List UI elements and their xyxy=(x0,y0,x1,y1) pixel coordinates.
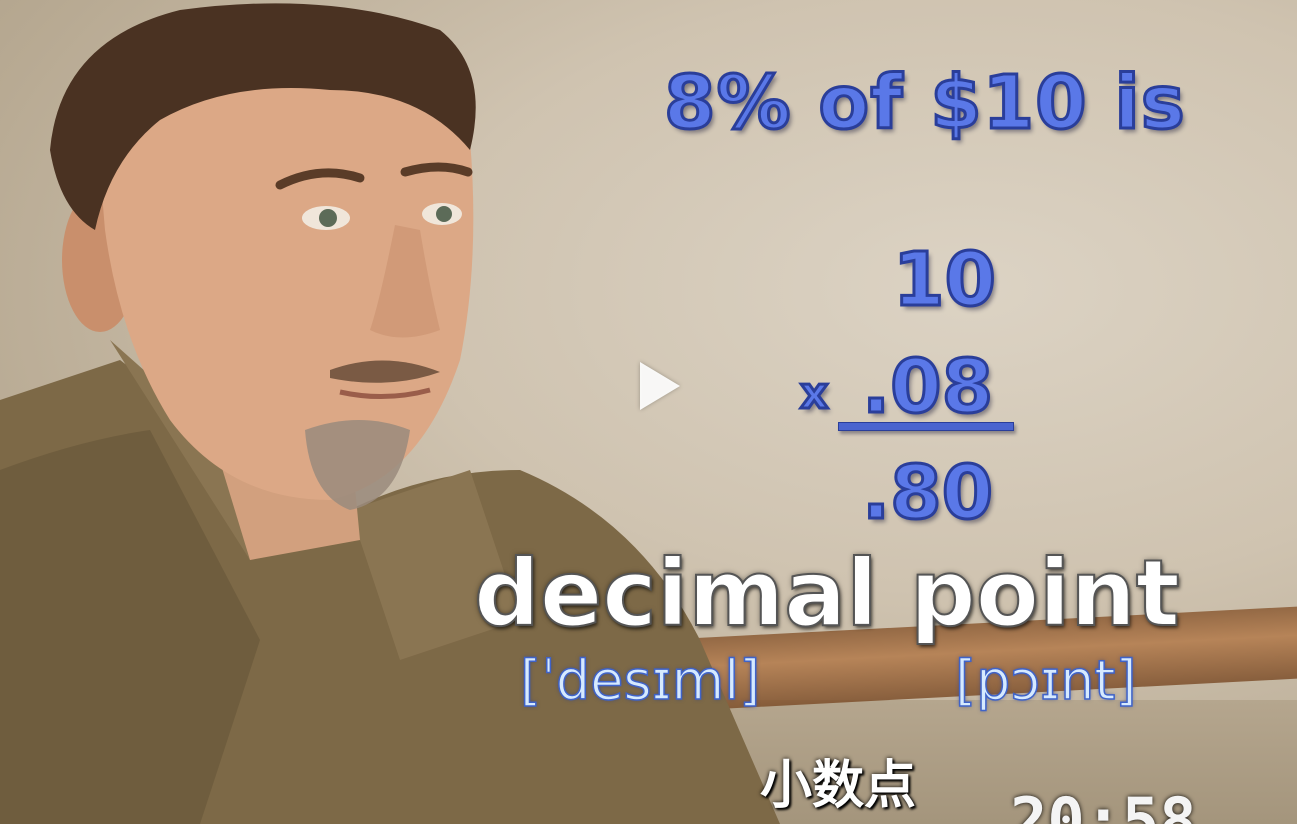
shirt-shading xyxy=(0,430,260,824)
eyebrow-right xyxy=(400,162,473,177)
iris-left xyxy=(319,209,337,227)
collar-right xyxy=(350,470,520,660)
vocab-word: decimal point xyxy=(473,540,1181,647)
multiplier: .08 xyxy=(860,344,994,430)
mouth xyxy=(339,387,431,399)
multiply-operator: x xyxy=(798,368,829,419)
equation-title: 8% of $10 is xyxy=(663,59,1187,148)
goatee xyxy=(305,420,410,510)
timecode: 20:58 xyxy=(1010,784,1197,824)
chinese-translation: 小数点 xyxy=(760,756,917,816)
equation-underline xyxy=(838,422,1014,431)
nose xyxy=(370,225,440,338)
phonetic-point: [pɔɪnt] xyxy=(954,649,1137,712)
phonetic-decimal: [ˈdesɪml] xyxy=(519,649,761,712)
eyebrow-left xyxy=(275,168,365,190)
hair xyxy=(50,3,476,231)
multiplicand: 10 xyxy=(892,237,998,323)
face xyxy=(95,40,474,500)
iris-right xyxy=(436,206,452,222)
product-result: .80 xyxy=(860,450,994,536)
play-button[interactable] xyxy=(630,356,690,416)
play-icon xyxy=(640,362,680,410)
mustache xyxy=(330,360,440,383)
